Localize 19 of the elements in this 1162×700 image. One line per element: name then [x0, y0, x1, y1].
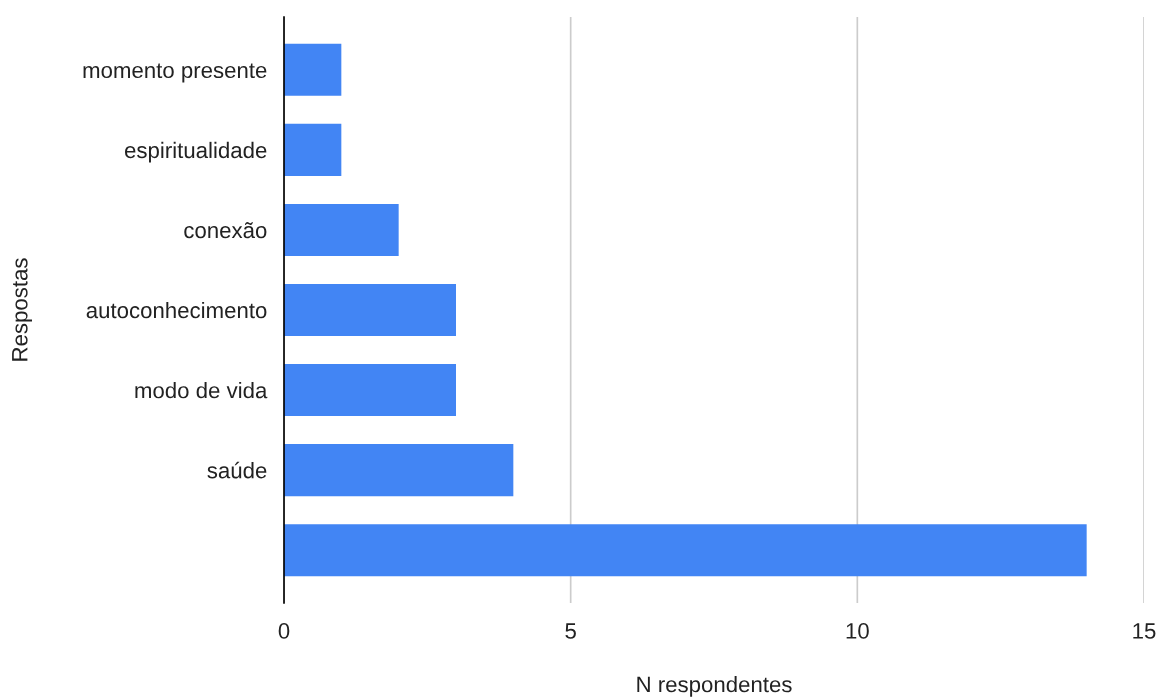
bar [284, 283, 456, 337]
bar [284, 364, 456, 417]
y-tick-label: autoconhecimento [86, 301, 267, 319]
y-tick-label: conexão [184, 222, 267, 239]
y-tick-label: modo de vida [135, 382, 268, 399]
y-tick-label: espiritualidade [124, 141, 267, 163]
bar [284, 203, 399, 256]
x-tick-label: 15 [1133, 623, 1156, 639]
bar [284, 43, 342, 96]
y-tick-label: saúde [207, 461, 267, 479]
bar [284, 524, 1087, 577]
y-tick-label: momento presente [83, 63, 267, 83]
x-tick-label: 5 [565, 623, 576, 639]
x-tick-label: 10 [846, 623, 869, 639]
bar [284, 444, 514, 497]
y-axis-title: Respostas [12, 258, 32, 361]
x-axis-title: N respondentes [637, 676, 792, 697]
bar [284, 123, 342, 176]
x-tick-label: 0 [278, 623, 290, 639]
